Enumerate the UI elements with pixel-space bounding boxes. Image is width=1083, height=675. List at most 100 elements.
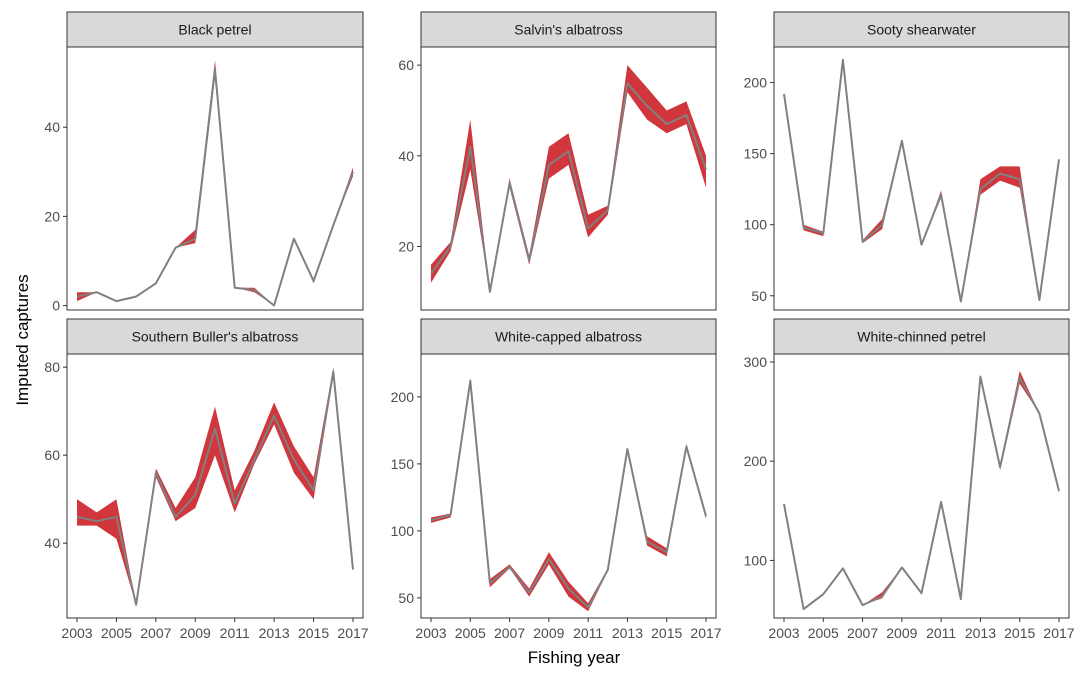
data-point (587, 227, 589, 229)
panel-salvin-s-albatross: Salvin's albatross 20 40 60 (398, 11, 717, 311)
x-tick-label: 2015 (298, 625, 329, 641)
data-point (430, 519, 432, 521)
data-point (155, 472, 157, 474)
data-point (76, 296, 78, 298)
data-point (1038, 413, 1040, 415)
x-tick-label: 2005 (101, 625, 132, 641)
panel-sooty-shearwater: Sooty shearwater 50 100 150 200 (744, 11, 1070, 311)
panel-title: Sooty shearwater (867, 22, 976, 38)
data-point (881, 224, 883, 226)
panel-title: Black petrel (178, 22, 251, 38)
median-line (783, 58, 1060, 303)
data-point (999, 173, 1001, 175)
data-point (332, 224, 334, 226)
data-point (194, 494, 196, 496)
data-point (1019, 178, 1021, 180)
data-point (528, 592, 530, 594)
data-point (509, 182, 511, 184)
data-point (822, 232, 824, 234)
data-point (901, 566, 903, 568)
data-point (940, 501, 942, 503)
panel-title: White-capped albatross (495, 329, 642, 345)
data-point (1038, 299, 1040, 301)
data-point (194, 238, 196, 240)
y-tick-label: 300 (744, 354, 768, 370)
data-point (960, 598, 962, 600)
median-line (430, 379, 707, 609)
x-tick-label: 2003 (768, 625, 799, 641)
y-tick-label: 150 (744, 146, 768, 162)
x-tick-label: 2015 (1004, 625, 1035, 641)
data-point (607, 569, 609, 571)
y-tick-label: 40 (44, 119, 60, 135)
data-point (646, 105, 648, 107)
data-point (666, 551, 668, 553)
panel-white-capped-albatross: White-capped albatross 50 100 150 200 2003 200… (391, 318, 722, 641)
data-point (705, 515, 707, 517)
x-tick-label: 2017 (337, 625, 368, 641)
data-point (685, 114, 687, 116)
x-tick-label: 2007 (847, 625, 878, 641)
data-point (626, 82, 628, 84)
data-point (862, 241, 864, 243)
panel-black-petrel: Black petrel 0 20 40 (44, 11, 364, 314)
x-tick-label: 2009 (180, 625, 211, 641)
data-point (293, 238, 295, 240)
x-tick-label: 2013 (259, 625, 290, 641)
data-point (548, 558, 550, 560)
data-point (135, 296, 137, 298)
data-point (705, 168, 707, 170)
y-tick-label: 200 (744, 453, 768, 469)
data-point (234, 287, 236, 289)
x-tick-label: 2015 (651, 625, 682, 641)
data-point (921, 592, 923, 594)
x-tick-label: 2017 (1043, 625, 1074, 641)
y-tick-label: 200 (391, 389, 415, 405)
panel-border (773, 46, 1070, 311)
median-line (783, 375, 1060, 611)
panel-title: White-chinned petrel (857, 329, 985, 345)
data-point (450, 246, 452, 248)
uncertainty-band (784, 59, 1059, 302)
x-tick-label: 2009 (533, 625, 564, 641)
x-tick-label: 2007 (140, 625, 171, 641)
data-point (234, 503, 236, 505)
uncertainty-band (431, 65, 706, 292)
data-point (332, 371, 334, 373)
data-point (783, 503, 785, 505)
data-point (115, 300, 117, 302)
data-point (568, 150, 570, 152)
data-point (1058, 158, 1060, 160)
data-point (273, 415, 275, 417)
data-point (313, 489, 315, 491)
data-point (803, 608, 805, 610)
data-point (253, 289, 255, 291)
data-point (76, 516, 78, 518)
y-tick-label: 200 (744, 75, 768, 91)
data-point (822, 593, 824, 595)
uncertainty-band (784, 370, 1059, 610)
y-tick-label: 0 (52, 298, 60, 314)
data-point (155, 282, 157, 284)
panel-border (66, 46, 364, 311)
data-point (469, 146, 471, 148)
x-tick-label: 2017 (690, 625, 721, 641)
data-point (96, 520, 98, 522)
x-tick-label: 2007 (494, 625, 525, 641)
data-point (587, 606, 589, 608)
x-tick-label: 2005 (455, 625, 486, 641)
uncertainty-band (77, 60, 353, 306)
panel-strip (66, 11, 364, 48)
data-point (1058, 490, 1060, 492)
data-point (960, 301, 962, 303)
x-tick-label: 2011 (220, 625, 250, 641)
y-tick-label: 80 (44, 359, 60, 375)
data-point (842, 567, 844, 569)
data-point (489, 582, 491, 584)
panel-title: Salvin's albatross (514, 22, 623, 38)
panel-strip (773, 11, 1070, 48)
y-tick-label: 60 (44, 447, 60, 463)
data-point (666, 123, 668, 125)
